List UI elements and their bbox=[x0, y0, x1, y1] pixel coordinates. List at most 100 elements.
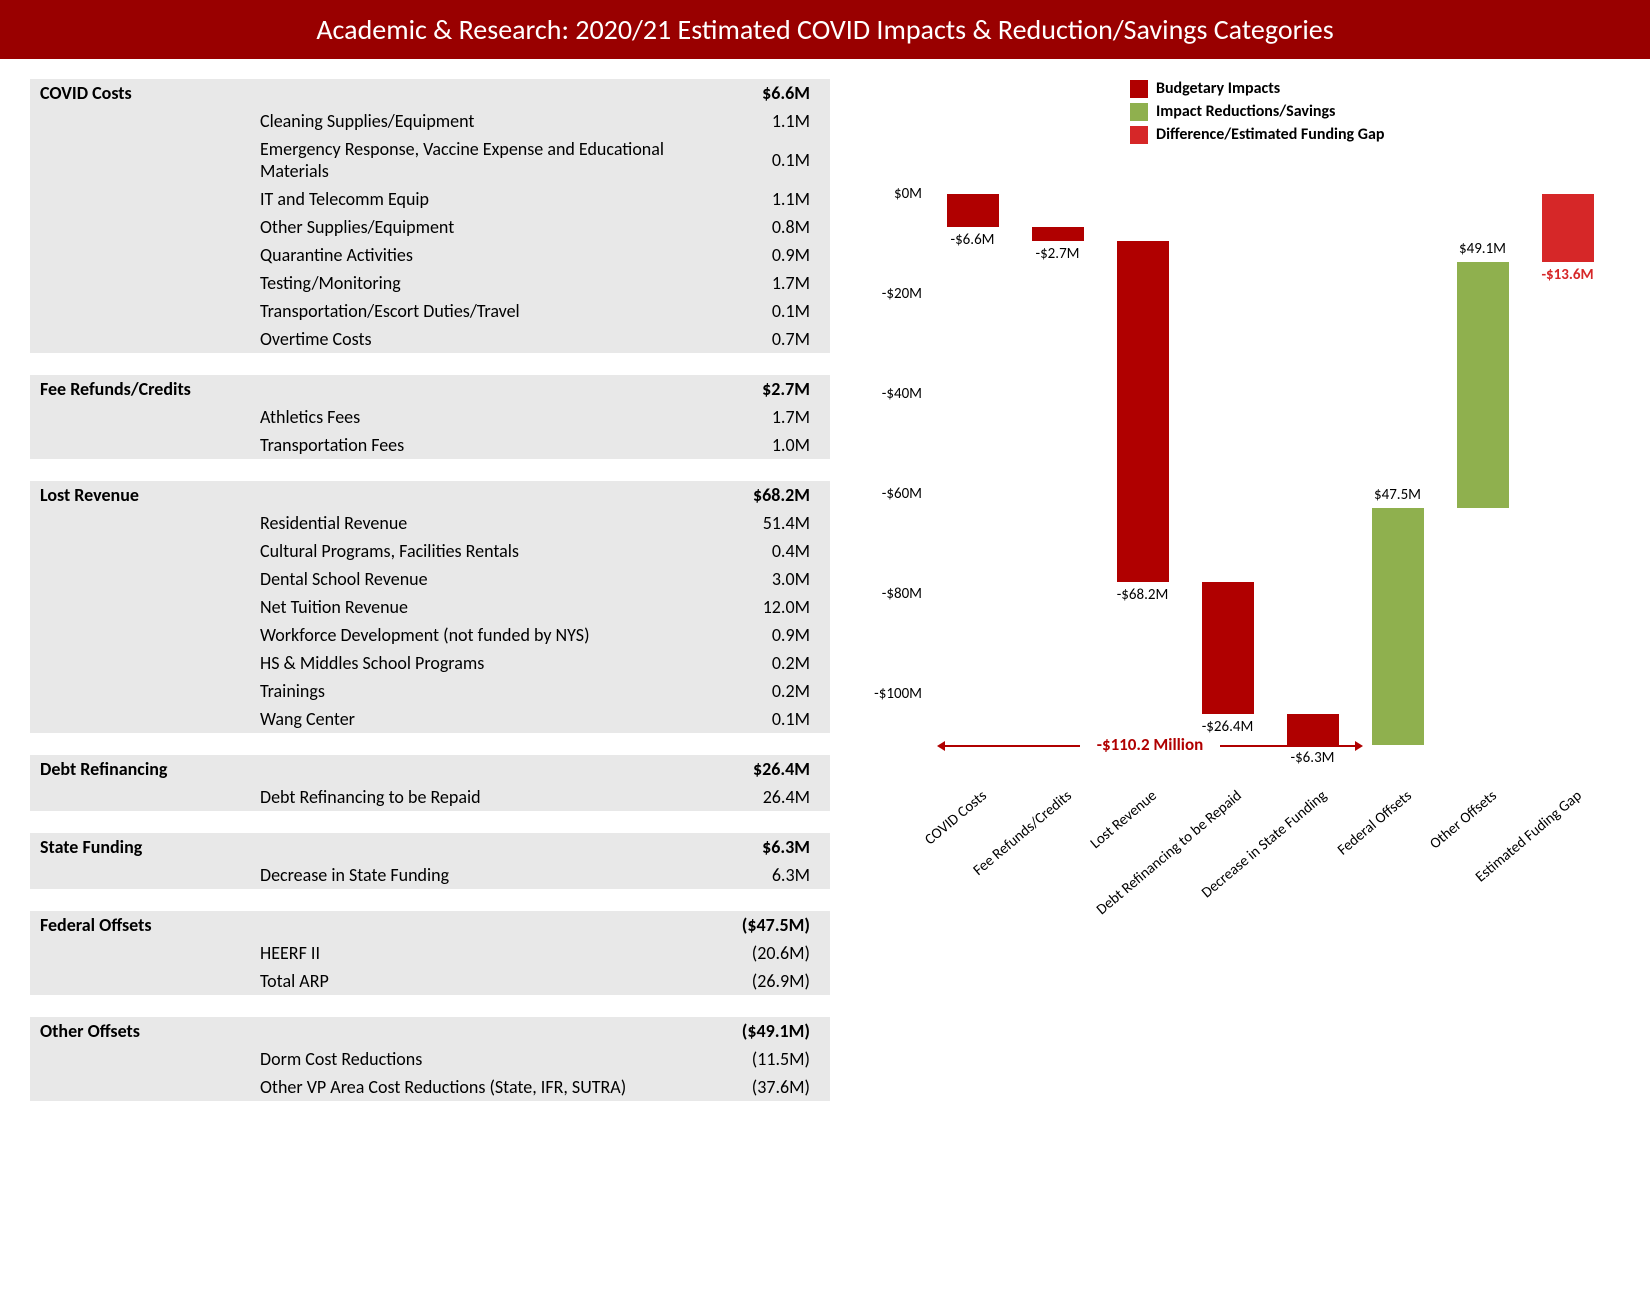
table-row: Wang Center 0.1M bbox=[30, 705, 830, 733]
table-row: HS & Middles School Programs 0.2M bbox=[30, 649, 830, 677]
legend-item: Difference/Estimated Funding Gap bbox=[1130, 125, 1384, 144]
bar-value-label: -$6.6M bbox=[950, 231, 994, 249]
section-total: $26.4M bbox=[710, 755, 830, 783]
section-header: Fee Refunds/Credits $2.7M bbox=[30, 375, 830, 403]
bar-value-label: -$6.3M bbox=[1290, 749, 1334, 767]
chart-legend: Budgetary Impacts Impact Reductions/Savi… bbox=[1130, 79, 1384, 148]
legend-swatch bbox=[1130, 103, 1148, 121]
x-axis-label: Other Offsets bbox=[1426, 787, 1500, 853]
section-label: Debt Refinancing bbox=[30, 755, 250, 783]
table-section: COVID Costs $6.6M Cleaning Supplies/Equi… bbox=[30, 79, 830, 1101]
row-desc: Other VP Area Cost Reductions (State, IF… bbox=[250, 1073, 710, 1101]
section-label: Federal Offsets bbox=[30, 911, 250, 939]
row-desc: Dorm Cost Reductions bbox=[250, 1045, 710, 1073]
x-axis-label: Federal Offsets bbox=[1334, 787, 1415, 859]
content-area: COVID Costs $6.6M Cleaning Supplies/Equi… bbox=[0, 59, 1650, 1121]
row-value: 26.4M bbox=[710, 783, 830, 811]
table-row: Dental School Revenue 3.0M bbox=[30, 565, 830, 593]
row-desc: HEERF II bbox=[250, 939, 710, 967]
section-total: ($47.5M) bbox=[710, 911, 830, 939]
section-total: $6.3M bbox=[710, 833, 830, 861]
row-value: 12.0M bbox=[710, 593, 830, 621]
y-axis-label: -$100M bbox=[874, 685, 922, 703]
annotation-line bbox=[945, 745, 1080, 747]
x-axis-label: Lost Revenue bbox=[1087, 787, 1161, 853]
chart-section: Budgetary Impacts Impact Reductions/Savi… bbox=[850, 79, 1630, 1101]
row-desc: Quarantine Activities bbox=[250, 241, 710, 269]
section-label: State Funding bbox=[30, 833, 250, 861]
row-value: 0.4M bbox=[710, 537, 830, 565]
table-row: Emergency Response, Vaccine Expense and … bbox=[30, 135, 830, 185]
row-desc: Decrease in State Funding bbox=[250, 861, 710, 889]
chart-bar: -$2.7M bbox=[1032, 227, 1084, 241]
section-header: Federal Offsets ($47.5M) bbox=[30, 911, 830, 939]
row-value: 0.1M bbox=[710, 297, 830, 325]
section-label: Fee Refunds/Credits bbox=[30, 375, 250, 403]
legend-swatch bbox=[1130, 80, 1148, 98]
row-desc: IT and Telecomm Equip bbox=[250, 185, 710, 213]
row-value: 0.9M bbox=[710, 621, 830, 649]
chart-bar: -$68.2M bbox=[1117, 241, 1169, 582]
row-desc: Wang Center bbox=[250, 705, 710, 733]
section-label: COVID Costs bbox=[30, 79, 250, 107]
table-row: Cleaning Supplies/Equipment 1.1M bbox=[30, 107, 830, 135]
waterfall-chart: Budgetary Impacts Impact Reductions/Savi… bbox=[850, 79, 1630, 879]
y-axis-label: -$40M bbox=[882, 385, 922, 403]
table-row: Workforce Development (not funded by NYS… bbox=[30, 621, 830, 649]
chart-bar: $49.1M bbox=[1457, 262, 1509, 508]
row-desc: Other Supplies/Equipment bbox=[250, 213, 710, 241]
page-title: Academic & Research: 2020/21 Estimated C… bbox=[0, 0, 1650, 59]
legend-item: Impact Reductions/Savings bbox=[1130, 102, 1384, 121]
section-label: Other Offsets bbox=[30, 1017, 250, 1045]
table-row: Cultural Programs, Facilities Rentals 0.… bbox=[30, 537, 830, 565]
y-axis-label: -$60M bbox=[882, 485, 922, 503]
row-value: 3.0M bbox=[710, 565, 830, 593]
table-row: Quarantine Activities 0.9M bbox=[30, 241, 830, 269]
legend-label: Difference/Estimated Funding Gap bbox=[1156, 125, 1384, 144]
chart-bar: -$13.6M bbox=[1542, 194, 1594, 262]
row-desc: Cultural Programs, Facilities Rentals bbox=[250, 537, 710, 565]
plot-area: $0M-$20M-$40M-$60M-$80M-$100M-$6.6MCOVID… bbox=[930, 169, 1610, 769]
bar-value-label: -$13.6M bbox=[1541, 266, 1593, 284]
table-row: Trainings 0.2M bbox=[30, 677, 830, 705]
table-row: Transportation/Escort Duties/Travel 0.1M bbox=[30, 297, 830, 325]
row-desc: Cleaning Supplies/Equipment bbox=[250, 107, 710, 135]
section-header: Lost Revenue $68.2M bbox=[30, 481, 830, 509]
row-desc: Transportation Fees bbox=[250, 431, 710, 459]
annotation-line bbox=[1220, 745, 1355, 747]
budget-table: COVID Costs $6.6M Cleaning Supplies/Equi… bbox=[30, 79, 830, 1101]
row-value: 0.8M bbox=[710, 213, 830, 241]
table-row: Transportation Fees 1.0M bbox=[30, 431, 830, 459]
chart-bar: -$6.3M bbox=[1287, 714, 1339, 746]
y-axis-label: $0M bbox=[894, 185, 922, 203]
table-row: Net Tuition Revenue 12.0M bbox=[30, 593, 830, 621]
bar-value-label: -$26.4M bbox=[1202, 718, 1254, 736]
row-desc: Overtime Costs bbox=[250, 325, 710, 353]
section-total: $2.7M bbox=[710, 375, 830, 403]
chart-bar: -$26.4M bbox=[1202, 582, 1254, 714]
row-value: 1.7M bbox=[710, 269, 830, 297]
table-row: Decrease in State Funding 6.3M bbox=[30, 861, 830, 889]
table-row: Total ARP (26.9M) bbox=[30, 967, 830, 995]
legend-swatch bbox=[1130, 126, 1148, 144]
row-value: 1.1M bbox=[710, 107, 830, 135]
bar-value-label: $49.1M bbox=[1459, 240, 1506, 258]
table-row: HEERF II (20.6M) bbox=[30, 939, 830, 967]
table-row: Other VP Area Cost Reductions (State, IF… bbox=[30, 1073, 830, 1101]
row-value: (11.5M) bbox=[710, 1045, 830, 1073]
section-header: Other Offsets ($49.1M) bbox=[30, 1017, 830, 1045]
table-row: Other Supplies/Equipment 0.8M bbox=[30, 213, 830, 241]
legend-item: Budgetary Impacts bbox=[1130, 79, 1384, 98]
row-desc: Debt Refinancing to be Repaid bbox=[250, 783, 710, 811]
row-value: 6.3M bbox=[710, 861, 830, 889]
row-value: 0.2M bbox=[710, 677, 830, 705]
x-axis-label: Debt Refinancing to be Repaid bbox=[1093, 787, 1245, 919]
table-row: Athletics Fees 1.7M bbox=[30, 403, 830, 431]
section-header: Debt Refinancing $26.4M bbox=[30, 755, 830, 783]
section-total: $68.2M bbox=[710, 481, 830, 509]
annotation-text: -$110.2 Million bbox=[1085, 734, 1215, 755]
chart-bar: -$6.6M bbox=[947, 194, 999, 227]
row-desc: Testing/Monitoring bbox=[250, 269, 710, 297]
row-value: 1.0M bbox=[710, 431, 830, 459]
table-row: Overtime Costs 0.7M bbox=[30, 325, 830, 353]
